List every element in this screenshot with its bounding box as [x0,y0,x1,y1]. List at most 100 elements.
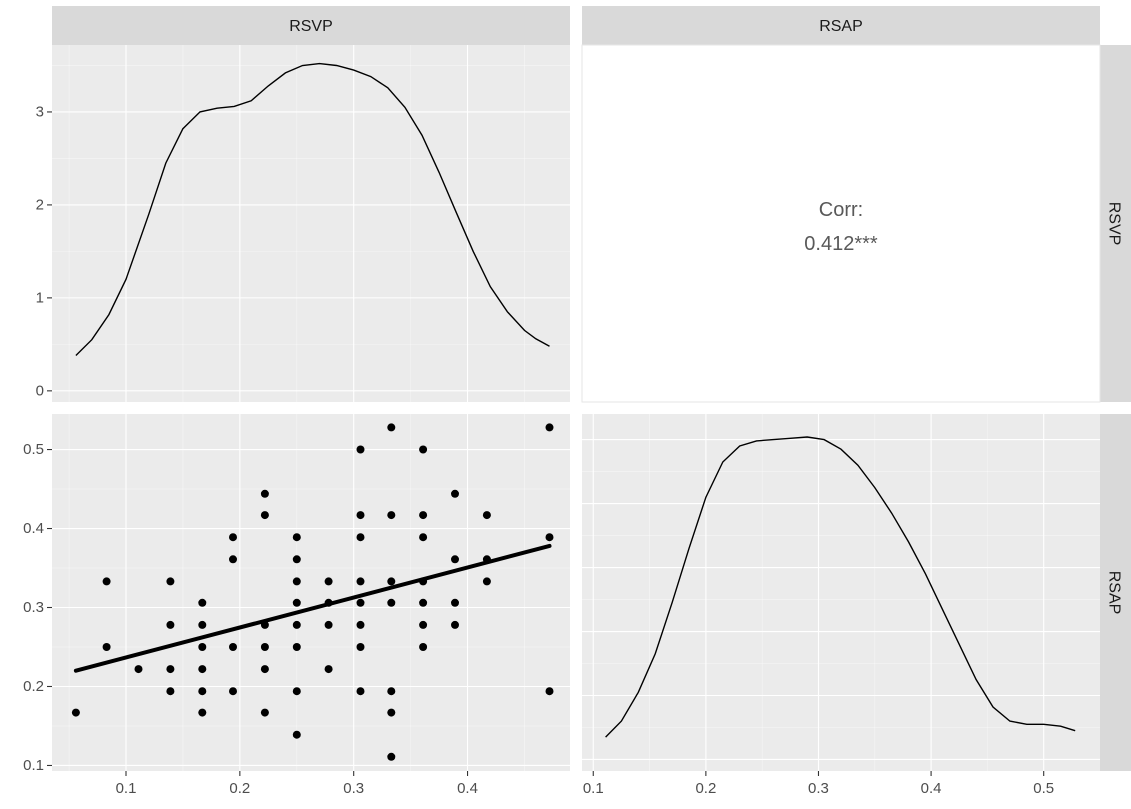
scatter-point-55 [419,598,428,607]
y-axis-rsvp-density-tick-label-1: 1 [36,289,44,306]
scatter-point-58 [451,489,459,498]
scatter-point-10 [198,643,207,651]
correlation-value: 0.412*** [804,233,878,255]
scatter-point-40 [356,598,365,607]
x-axis-rsap-tick-label-4: 0.5 [1033,780,1054,797]
scatter-point-4 [166,577,175,586]
panel-rsap-density [582,414,1100,771]
panel-scatter-background [52,414,570,771]
scatter-point-60 [451,598,459,607]
scatter-point-11 [198,665,207,674]
scatter-point-29 [292,643,301,651]
x-axis-rsap-tick-label-1: 0.2 [695,780,716,797]
strip-top-rsvp-label: RSVP [289,18,333,35]
scatter-point-3 [134,665,143,674]
scatter-point-45 [387,511,396,520]
y-axis-rsvp-density-tick-label-0: 0 [36,382,44,399]
y-axis-rsap: 0.1 0.2 0.3 0.4 0.5 [23,441,52,774]
x-axis-rsap-tick-label-3: 0.4 [921,780,942,797]
y-axis-rsap-tick-label-4: 0.5 [23,441,44,458]
x-axis-rsvp-tick-label-2: 0.3 [343,780,364,797]
scatter-point-41 [356,620,365,629]
x-axis-rsvp-tick-label-1: 0.2 [229,780,250,797]
x-axis-rsap: 0.1 0.2 0.3 0.4 0.5 [583,771,1054,797]
scatter-point-56 [419,620,428,629]
scatter-point-0 [71,708,80,717]
y-axis-rsap-tick-label-1: 0.2 [23,678,44,695]
strip-top-rsap [582,6,1100,45]
rsvp-density-curve [75,62,550,356]
scatter-point-14 [229,533,237,542]
scatter-point-67 [545,687,554,696]
scatter-point-13 [198,708,207,717]
panel-rsvp-density-background [52,45,570,402]
scatter-point-5 [166,620,175,629]
scatter-point-44 [387,423,396,432]
scatter-point-12 [198,687,207,696]
panel-rsvp-density [52,45,570,402]
scatter-point-9 [198,620,207,629]
scatter-point-52 [419,511,428,520]
scatter-point-47 [387,598,396,607]
scatter-point-16 [229,643,237,651]
scatter-point-39 [356,577,365,586]
scatter-point-64 [482,577,491,586]
y-axis-rsap-tick-label-2: 0.3 [23,599,44,616]
y-axis-rsvp-density-tick-label-3: 3 [36,103,44,120]
strip-top-rsap-label: RSAP [819,18,863,35]
scatter-point-49 [387,708,396,717]
scatter-point-62 [482,511,491,520]
regression-line [73,543,552,673]
scatter-point-21 [260,643,269,651]
scatter-point-66 [545,533,554,542]
scatter-point-7 [166,687,175,696]
scatter-point-36 [356,445,365,454]
panel-scatter-grid [52,414,570,771]
scatter-point-48 [387,687,396,696]
scatter-point-51 [419,445,428,454]
scatter-point-35 [324,665,333,674]
scatter-point-26 [292,577,301,586]
panel-correlation-background [581,44,1101,403]
scatter-point-38 [356,533,365,542]
scatter-point-15 [229,555,237,564]
x-axis-rsvp: 0.1 0.2 0.3 0.4 [116,771,478,797]
strip-right-rsap [1100,414,1131,771]
scatter-point-27 [292,598,301,607]
strip-right-rsvp-label: RSVP [1106,202,1123,246]
scatter-point-1 [102,577,111,586]
panel-rsvp-density-grid [52,45,570,402]
scatter-point-57 [419,643,428,651]
scatter-point-2 [102,643,111,651]
scatter-point-65 [545,423,554,432]
scatter-point-18 [260,489,269,498]
scatter-point-19 [260,511,269,520]
scatter-point-42 [356,643,365,651]
y-axis-rsap-tick-label-0: 0.1 [23,757,44,774]
panel-scatter [52,414,570,771]
scatter-point-8 [198,598,207,607]
scatter-point-59 [451,555,459,564]
scatter-point-34 [324,620,333,629]
panel-correlation: Corr: 0.412*** [581,44,1101,403]
x-axis-rsvp-tick-label-0: 0.1 [116,780,137,797]
scatter-point-23 [260,708,269,717]
correlation-label: Corr: [819,199,863,221]
scatter-point-31 [292,730,301,739]
scatter-point-17 [229,687,237,696]
scatter-point-46 [387,577,396,586]
scatter-point-53 [419,533,428,542]
strip-top-rsvp [52,6,570,45]
scatter-point-43 [356,687,365,696]
scatter-point-37 [356,511,365,520]
scatter-point-50 [387,752,396,761]
x-axis-rsap-tick-label-0: 0.1 [583,780,604,797]
scatter-point-22 [260,665,269,674]
scatter-point-30 [292,687,301,696]
scatter-point-25 [292,555,301,564]
y-axis-rsap-tick-label-3: 0.4 [23,520,44,537]
rsap-density-curve [605,436,1076,738]
panel-rsap-density-background [582,414,1100,771]
y-axis-rsvp-density-tick-label-2: 2 [36,196,44,213]
